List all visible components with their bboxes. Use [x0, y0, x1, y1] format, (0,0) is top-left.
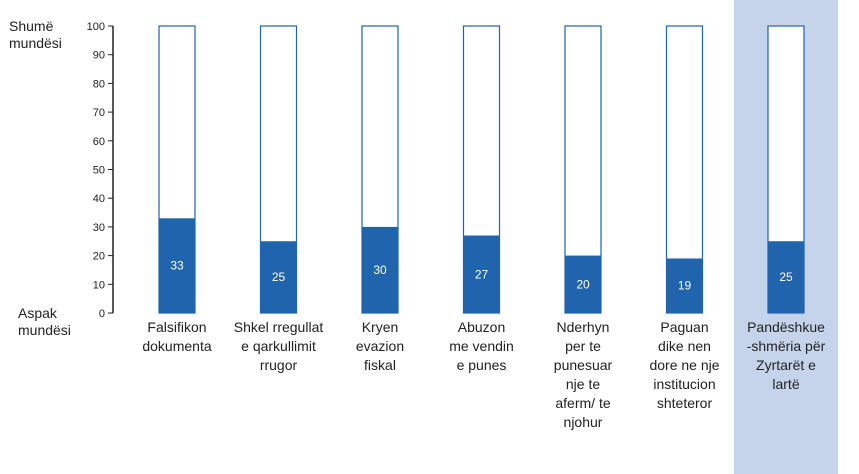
category-label: Shkel rregullat e qarkullimit rrugor: [233, 319, 324, 373]
y-tick-label: 70: [93, 107, 105, 119]
bar-value-label: 25: [779, 270, 793, 284]
y-axis-bottom-label: Aspak mundësi: [18, 305, 71, 338]
bar-value-label: 20: [576, 277, 590, 291]
category-label: Abuzon me vendin e punes: [449, 319, 514, 373]
bar-value-label: 30: [373, 263, 387, 277]
y-tick-label: 40: [93, 193, 105, 205]
y-axis-top-label: Shumë mundësi: [9, 18, 62, 51]
y-tick-label: 60: [93, 136, 105, 148]
bars-group: 33 25 30 27 20 19 25: [158, 25, 805, 314]
bar: [463, 235, 500, 313]
bar: [159, 218, 195, 313]
category-label: Paguan dike nen dore ne nje institucion …: [649, 319, 720, 411]
y-tick-label: 50: [93, 165, 105, 177]
bar: [565, 255, 601, 313]
category-label: Pandëshkue -shmëria për Zyrtarët e lartë: [746, 319, 826, 392]
y-tick-label: 80: [93, 78, 105, 90]
bar: [260, 241, 297, 313]
y-axis-ticks: 0 10 20 30 40 50 60 70 80 90 100: [87, 21, 113, 320]
bar-value-label: 19: [678, 279, 692, 293]
bar-value-label: 25: [272, 270, 286, 284]
category-label: Falsifikon dokumenta: [142, 319, 212, 354]
bar: [666, 258, 703, 313]
y-tick-label: 90: [93, 50, 105, 62]
category-label: Kryen evazion fiskal: [355, 319, 405, 373]
y-tick-label: 0: [99, 308, 105, 320]
category-label: Nderhyn per te punesuar nje te aferm/ te…: [553, 319, 613, 430]
bar: [362, 226, 398, 313]
bar: [768, 241, 804, 313]
y-tick-label: 30: [93, 222, 105, 234]
y-tick-label: 20: [93, 251, 105, 263]
bar-value-label: 27: [475, 267, 489, 281]
y-tick-label: 100: [87, 21, 105, 33]
y-tick-label: 10: [93, 279, 105, 291]
bar-value-label: 33: [170, 259, 184, 273]
